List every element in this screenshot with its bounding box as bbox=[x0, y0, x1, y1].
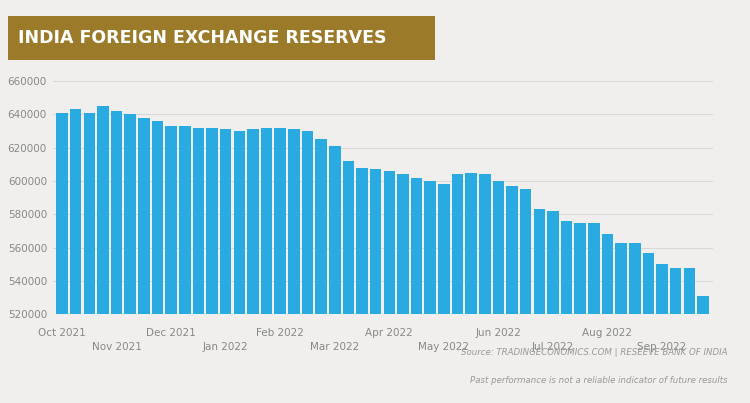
Bar bbox=[533, 209, 545, 403]
Bar bbox=[193, 128, 204, 403]
Bar bbox=[370, 169, 382, 403]
Text: Dec 2021: Dec 2021 bbox=[146, 328, 196, 338]
Text: Apr 2022: Apr 2022 bbox=[365, 328, 413, 338]
Bar bbox=[70, 109, 82, 403]
Bar bbox=[561, 221, 572, 403]
Text: Aug 2022: Aug 2022 bbox=[583, 328, 632, 338]
Bar bbox=[398, 174, 409, 403]
Text: Nov 2021: Nov 2021 bbox=[92, 342, 142, 352]
Bar bbox=[574, 222, 586, 403]
Bar bbox=[506, 186, 518, 403]
Text: Sep 2022: Sep 2022 bbox=[638, 342, 687, 352]
Bar bbox=[698, 296, 709, 403]
Bar bbox=[629, 243, 640, 403]
Bar bbox=[56, 112, 68, 403]
Bar bbox=[138, 118, 150, 403]
Bar bbox=[302, 131, 313, 403]
Bar bbox=[548, 211, 559, 403]
Text: Jun 2022: Jun 2022 bbox=[476, 328, 521, 338]
Text: INDIA FOREIGN EXCHANGE RESERVES: INDIA FOREIGN EXCHANGE RESERVES bbox=[18, 29, 387, 47]
Bar bbox=[615, 243, 627, 403]
Text: Oct 2021: Oct 2021 bbox=[38, 328, 86, 338]
Bar bbox=[643, 253, 654, 403]
Bar bbox=[165, 126, 177, 403]
Bar bbox=[452, 174, 464, 403]
Bar bbox=[411, 178, 422, 403]
Bar bbox=[220, 129, 232, 403]
Text: May 2022: May 2022 bbox=[419, 342, 470, 352]
Text: Jul 2022: Jul 2022 bbox=[532, 342, 574, 352]
Bar bbox=[248, 129, 259, 403]
Bar bbox=[424, 181, 436, 403]
Bar bbox=[343, 161, 354, 403]
Bar bbox=[329, 146, 340, 403]
Text: Source: TRADINGECONOMICS.COM | RESEEVE BANK OF INDIA: Source: TRADINGECONOMICS.COM | RESEEVE B… bbox=[461, 348, 728, 357]
Bar bbox=[683, 268, 695, 403]
Text: Feb 2022: Feb 2022 bbox=[256, 328, 304, 338]
Bar bbox=[206, 128, 218, 403]
Text: Past performance is not a reliable indicator of future results: Past performance is not a reliable indic… bbox=[470, 376, 728, 385]
Bar bbox=[520, 189, 532, 403]
Bar bbox=[179, 126, 190, 403]
Bar bbox=[670, 268, 682, 403]
Bar bbox=[288, 129, 300, 403]
Bar bbox=[98, 106, 109, 403]
Text: Jan 2022: Jan 2022 bbox=[202, 342, 248, 352]
Bar bbox=[493, 181, 504, 403]
Bar bbox=[233, 131, 245, 403]
Bar bbox=[383, 171, 395, 403]
Bar bbox=[315, 139, 327, 403]
Bar bbox=[124, 114, 136, 403]
Bar bbox=[261, 128, 272, 403]
Bar bbox=[479, 174, 490, 403]
Bar bbox=[465, 172, 477, 403]
Text: Mar 2022: Mar 2022 bbox=[310, 342, 359, 352]
Bar bbox=[111, 111, 122, 403]
Bar bbox=[152, 121, 164, 403]
Bar bbox=[356, 168, 368, 403]
Bar bbox=[602, 234, 613, 403]
Bar bbox=[588, 222, 600, 403]
Bar bbox=[274, 128, 286, 403]
Bar bbox=[438, 184, 450, 403]
Bar bbox=[656, 264, 668, 403]
Bar bbox=[83, 112, 95, 403]
